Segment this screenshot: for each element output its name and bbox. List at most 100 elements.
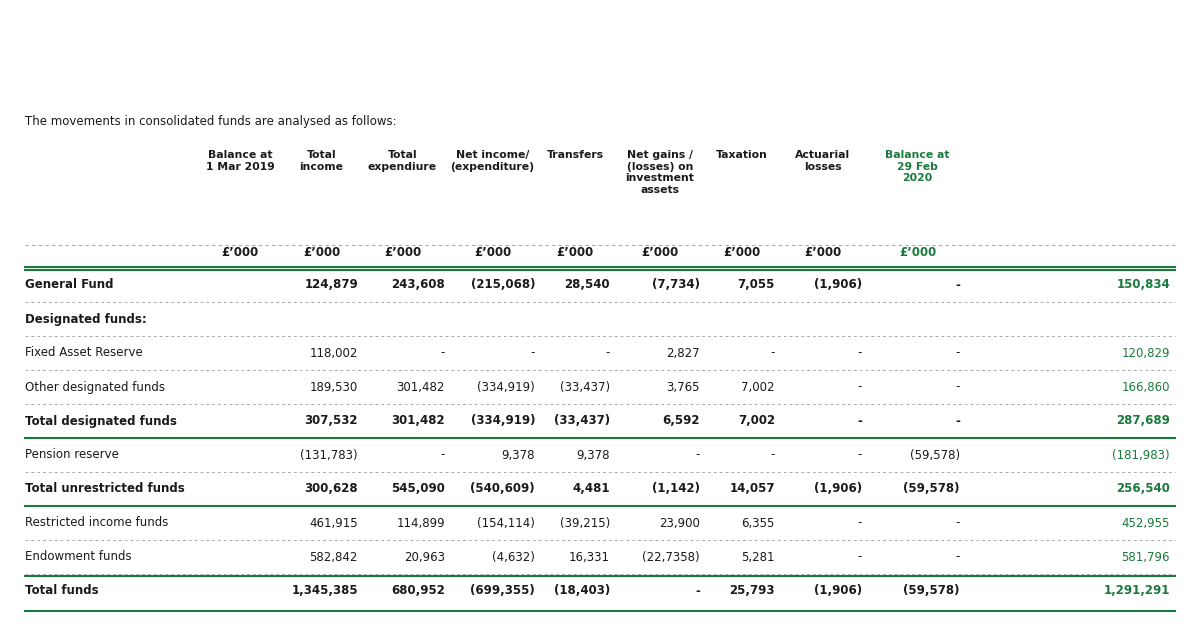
Text: Pension reserve: Pension reserve xyxy=(25,448,119,462)
Text: 6,355: 6,355 xyxy=(742,516,775,529)
Text: Other designated funds: Other designated funds xyxy=(25,381,166,393)
Text: 120,829: 120,829 xyxy=(1122,346,1170,359)
Text: 114,899: 114,899 xyxy=(396,516,445,529)
Text: 301,482: 301,482 xyxy=(397,381,445,393)
Text: -: - xyxy=(858,346,862,359)
Text: -: - xyxy=(695,585,700,598)
Text: Total unrestricted funds: Total unrestricted funds xyxy=(25,482,185,495)
Text: 2,827: 2,827 xyxy=(666,346,700,359)
Text: (699,355): (699,355) xyxy=(470,585,535,598)
Text: -: - xyxy=(770,346,775,359)
Text: Total
expendiure: Total expendiure xyxy=(368,150,437,171)
Text: 7,002: 7,002 xyxy=(742,381,775,393)
Text: Total funds: Total funds xyxy=(25,585,98,598)
Text: £’000: £’000 xyxy=(384,245,421,258)
Text: 300,628: 300,628 xyxy=(305,482,358,495)
Text: £’000: £’000 xyxy=(302,245,340,258)
Text: 20,963: 20,963 xyxy=(404,551,445,564)
Text: (33,437): (33,437) xyxy=(560,381,610,393)
Text: 545,090: 545,090 xyxy=(391,482,445,495)
Text: (154,114): (154,114) xyxy=(478,516,535,529)
Text: -: - xyxy=(955,415,960,428)
Text: 3,765: 3,765 xyxy=(666,381,700,393)
Text: 1,345,385: 1,345,385 xyxy=(292,585,358,598)
Text: -: - xyxy=(858,448,862,462)
Text: -: - xyxy=(857,415,862,428)
Text: Net income/
(expenditure): Net income/ (expenditure) xyxy=(450,150,534,171)
Text: -: - xyxy=(955,346,960,359)
Text: Designated funds:: Designated funds: xyxy=(25,312,146,325)
Text: 461,915: 461,915 xyxy=(310,516,358,529)
Text: 7,002: 7,002 xyxy=(738,415,775,428)
Text: Taxation: Taxation xyxy=(715,150,768,160)
Text: 287,689: 287,689 xyxy=(1116,415,1170,428)
Text: 582,842: 582,842 xyxy=(310,551,358,564)
Text: 680,952: 680,952 xyxy=(391,585,445,598)
Text: (1,142): (1,142) xyxy=(652,482,700,495)
Text: Net gains /
(losses) on
investment
assets: Net gains / (losses) on investment asset… xyxy=(625,150,695,194)
Text: -: - xyxy=(440,346,445,359)
Text: (181,983): (181,983) xyxy=(1112,448,1170,462)
Text: (334,919): (334,919) xyxy=(470,415,535,428)
Text: 5,281: 5,281 xyxy=(742,551,775,564)
Text: (39,215): (39,215) xyxy=(559,516,610,529)
Text: (4,632): (4,632) xyxy=(492,551,535,564)
Text: -: - xyxy=(858,381,862,393)
Text: Total
income: Total income xyxy=(300,150,343,171)
Text: (18,403): (18,403) xyxy=(553,585,610,598)
Text: -: - xyxy=(858,551,862,564)
Text: 23,900: 23,900 xyxy=(659,516,700,529)
Text: £’000: £’000 xyxy=(722,245,760,258)
Text: -: - xyxy=(770,448,775,462)
Text: 256,540: 256,540 xyxy=(1116,482,1170,495)
Text: 243,608: 243,608 xyxy=(391,278,445,292)
Text: (215,068): (215,068) xyxy=(470,278,535,292)
Text: Transfers: Transfers xyxy=(546,150,604,160)
Text: 14,057: 14,057 xyxy=(730,482,775,495)
Text: Endowment funds: Endowment funds xyxy=(25,551,132,564)
Text: 452,955: 452,955 xyxy=(1122,516,1170,529)
Text: (540,609): (540,609) xyxy=(470,482,535,495)
Text: Restricted income funds: Restricted income funds xyxy=(25,516,168,529)
Text: 28,540: 28,540 xyxy=(564,278,610,292)
Text: £’000: £’000 xyxy=(899,245,936,258)
Text: 301,482: 301,482 xyxy=(391,415,445,428)
Text: 124,879: 124,879 xyxy=(305,278,358,292)
Text: -: - xyxy=(606,346,610,359)
Text: (1,906): (1,906) xyxy=(814,585,862,598)
Text: 150,834: 150,834 xyxy=(1116,278,1170,292)
Text: Fixed Asset Reserve: Fixed Asset Reserve xyxy=(25,346,143,359)
Text: £’000: £’000 xyxy=(804,245,841,258)
Text: (1,906): (1,906) xyxy=(814,482,862,495)
Text: (33,437): (33,437) xyxy=(554,415,610,428)
Text: 118,002: 118,002 xyxy=(310,346,358,359)
Text: -: - xyxy=(955,278,960,292)
Text: The movements in consolidated funds are analysed as follows:: The movements in consolidated funds are … xyxy=(25,115,397,128)
Text: General Fund: General Fund xyxy=(25,278,114,292)
Text: 7,055: 7,055 xyxy=(738,278,775,292)
Text: Actuarial
losses: Actuarial losses xyxy=(794,150,850,171)
Text: 6,592: 6,592 xyxy=(662,415,700,428)
Text: (334,919): (334,919) xyxy=(478,381,535,393)
Text: -: - xyxy=(955,516,960,529)
Text: -: - xyxy=(696,448,700,462)
Text: 16 Analysis of Funds: 16 Analysis of Funds xyxy=(37,41,312,65)
Text: 16,331: 16,331 xyxy=(569,551,610,564)
Text: 189,530: 189,530 xyxy=(310,381,358,393)
Text: (59,578): (59,578) xyxy=(910,448,960,462)
Text: 9,378: 9,378 xyxy=(502,448,535,462)
Text: £’000: £’000 xyxy=(557,245,594,258)
Text: Total designated funds: Total designated funds xyxy=(25,415,176,428)
Text: 166,860: 166,860 xyxy=(1122,381,1170,393)
Text: -: - xyxy=(440,448,445,462)
Text: Balance at
29 Feb
2020: Balance at 29 Feb 2020 xyxy=(886,150,949,183)
Text: 1,291,291: 1,291,291 xyxy=(1104,585,1170,598)
Text: Balance at
1 Mar 2019: Balance at 1 Mar 2019 xyxy=(205,150,275,171)
Text: -: - xyxy=(955,551,960,564)
Text: £’000: £’000 xyxy=(474,245,511,258)
Text: £’000: £’000 xyxy=(221,245,259,258)
Text: 25,793: 25,793 xyxy=(730,585,775,598)
Text: 4,481: 4,481 xyxy=(572,482,610,495)
Text: -: - xyxy=(858,516,862,529)
Text: (7,734): (7,734) xyxy=(652,278,700,292)
